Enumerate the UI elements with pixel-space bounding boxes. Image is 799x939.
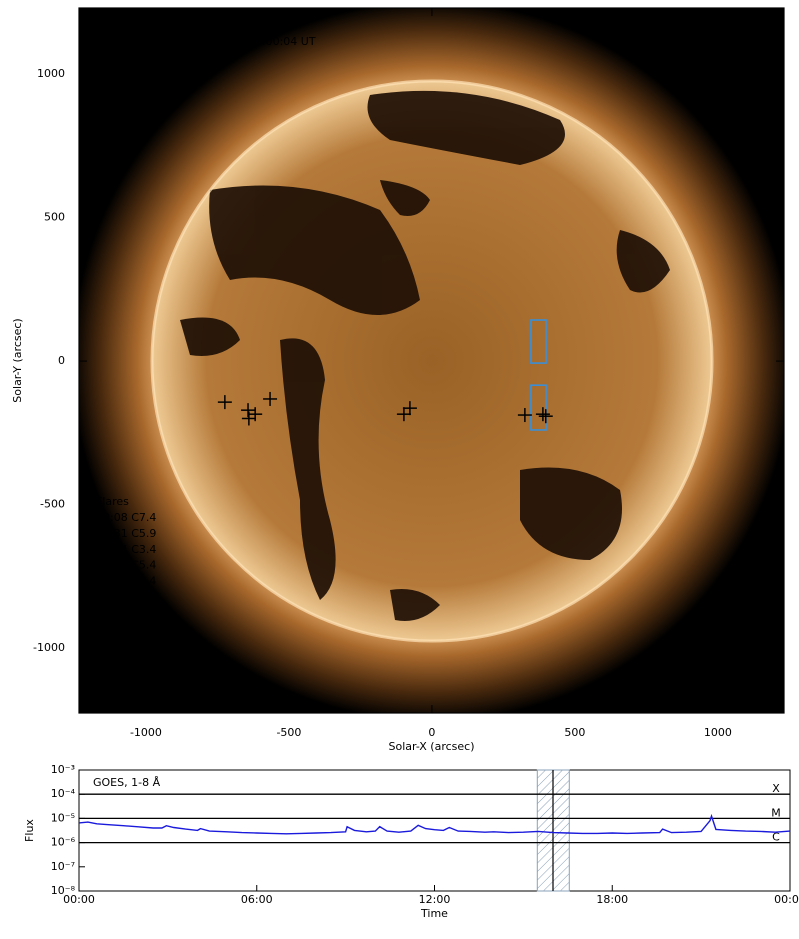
y-tick-label: 1000	[37, 67, 65, 80]
sun-image	[79, 8, 784, 713]
x-axis-label: Time	[420, 907, 448, 920]
y-tick-label: 0	[58, 354, 65, 367]
flare-entry: 02:31 C5.9	[96, 527, 156, 540]
flare-entry: 04:04 C3.4	[96, 543, 156, 556]
flare-entry: 12:20 C7.3	[96, 606, 156, 619]
flare-entry: 08:59 C5.4	[96, 559, 156, 572]
flare-marker	[241, 403, 256, 418]
y-tick-label: 500	[44, 211, 65, 224]
y-tick-label: 10⁻⁴	[51, 787, 76, 800]
flare-marker	[538, 409, 553, 424]
x-tick-label: 00:00	[774, 893, 799, 906]
flare-marker	[396, 407, 411, 422]
x-tick-label: 18:00	[596, 893, 628, 906]
solar-disk	[152, 81, 712, 641]
flare-entry: 12:52 C4.2	[96, 622, 156, 635]
class-label: M	[771, 806, 781, 819]
flare-marker	[217, 395, 232, 410]
flares-title: Flares	[96, 495, 129, 508]
y-axis-label: Solar-Y (arcsec)	[11, 318, 24, 402]
x-tick-label: 500	[564, 726, 585, 739]
flare-entry: 20:50 M1.2	[96, 654, 158, 667]
flare-marker	[535, 407, 550, 422]
region-box	[530, 319, 547, 364]
x-axis-label: Solar-X (arcsec)	[389, 740, 475, 753]
y-tick-label: 10⁻⁶	[51, 836, 76, 849]
flare-entry: 00:08 C7.4	[96, 511, 156, 524]
coronal-holes	[180, 90, 670, 621]
x-tick-label: 06:00	[241, 893, 273, 906]
plot-area	[78, 769, 791, 892]
y-tick-label: 10⁻⁷	[51, 860, 75, 873]
y-tick-label: -1000	[33, 641, 65, 654]
chart-layer: -1000 -500 0 500 1000 -1000 -500 0 500 1000 Solar-…	[11, 8, 799, 920]
flare-marker	[263, 391, 278, 406]
y-axis-label: Flux	[23, 819, 36, 842]
y-tick-label: 10⁻⁸	[51, 884, 76, 897]
flare-marker	[402, 401, 417, 416]
flare-marker	[248, 407, 263, 422]
class-label: X	[772, 782, 780, 795]
flare-entry: 19:36 C5.4	[96, 638, 156, 651]
x-tick-label: -1000	[130, 726, 162, 739]
y-tick-label: 10⁻⁵	[51, 811, 75, 824]
flux-line	[78, 813, 791, 835]
y-tick-label: -500	[40, 498, 65, 511]
flare-entry: 10:35 C6.7	[96, 591, 156, 604]
flare-entry: 09:42 C5.4	[96, 575, 156, 588]
x-tick-label: 00:00	[63, 893, 95, 906]
chart-title: GOES, 1-8 Å	[93, 776, 161, 789]
x-tick-label: 0	[428, 726, 435, 739]
class-label: C	[772, 831, 780, 844]
y-tick-label: 10⁻³	[51, 763, 75, 776]
x-tick-label: 1000	[704, 726, 732, 739]
region-box	[530, 384, 547, 431]
flare-marker	[517, 408, 532, 423]
x-tick-label: 12:00	[419, 893, 451, 906]
x-tick-label: -500	[276, 726, 301, 739]
image-title: AIA 0193, 9-Nov-2024, 12:00:04 UT	[120, 35, 316, 48]
limb	[150, 79, 714, 643]
